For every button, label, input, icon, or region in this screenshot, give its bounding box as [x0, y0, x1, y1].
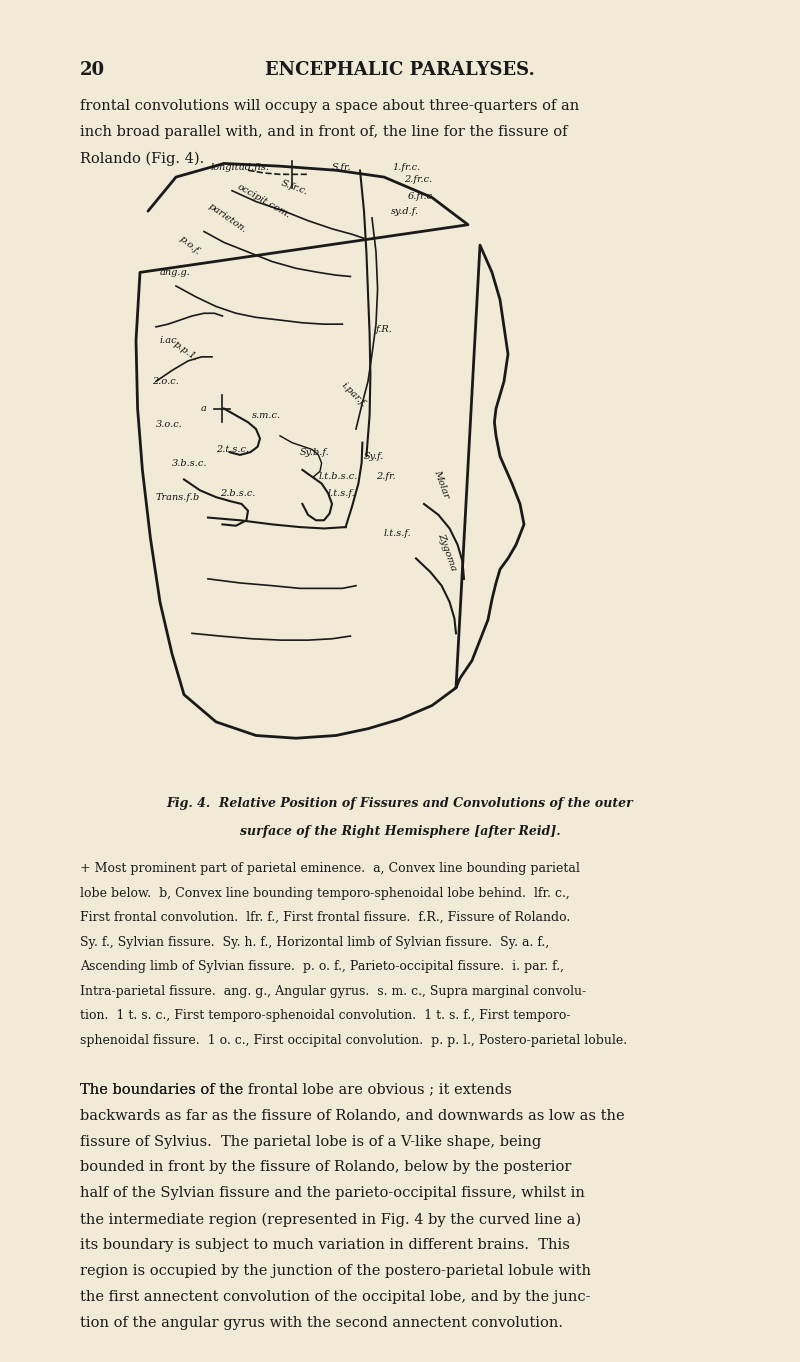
Text: First frontal convolution.  lfr. f., First frontal fissure.  f.R., Fissure of Ro: First frontal convolution. lfr. f., Firs… [80, 911, 570, 925]
Text: frontal convolutions will occupy a space about three-quarters of an: frontal convolutions will occupy a space… [80, 99, 579, 113]
Text: p.p.1.: p.p.1. [172, 339, 200, 364]
Text: inch broad parallel with, and in front of, the line for the fissure of: inch broad parallel with, and in front o… [80, 125, 567, 139]
Text: 2.o.c.: 2.o.c. [152, 377, 179, 385]
Text: fissure of Sylvius.  The parietal lobe is of a V-like shape, being: fissure of Sylvius. The parietal lobe is… [80, 1135, 542, 1148]
Text: longitud.fis.: longitud.fis. [210, 163, 270, 172]
Text: p.o.f.: p.o.f. [178, 234, 202, 256]
Text: + Most prominent part of parietal eminence.  a, Convex line bounding parietal: + Most prominent part of parietal eminen… [80, 862, 580, 876]
Text: S.fr.: S.fr. [332, 163, 352, 172]
Text: sy.d.f.: sy.d.f. [390, 207, 418, 215]
Text: l.t.s.f.: l.t.s.f. [328, 489, 356, 497]
Text: 2.fr.c.: 2.fr.c. [404, 176, 432, 184]
Text: Rolando (Fig. 4).: Rolando (Fig. 4). [80, 151, 204, 166]
Text: Sy.f.: Sy.f. [364, 452, 384, 460]
Text: half of the Sylvian fissure and the parieto-occipital fissure, whilst in: half of the Sylvian fissure and the pari… [80, 1186, 585, 1200]
Text: Sy. f., Sylvian fissure.  Sy. h. f., Horizontal limb of Sylvian fissure.  Sy. a.: Sy. f., Sylvian fissure. Sy. h. f., Hori… [80, 936, 550, 949]
Text: ENCEPHALIC PARALYSES.: ENCEPHALIC PARALYSES. [265, 61, 535, 79]
Text: s.m.c.: s.m.c. [252, 411, 281, 419]
Text: Ascending limb of Sylvian fissure.  p. o. f., Parieto-occipital fissure.  i. par: Ascending limb of Sylvian fissure. p. o.… [80, 960, 564, 974]
Text: l.t.s.f.: l.t.s.f. [384, 530, 412, 538]
Text: 2.fr.: 2.fr. [376, 473, 396, 481]
Text: its boundary is subject to much variation in different brains.  This: its boundary is subject to much variatio… [80, 1238, 570, 1252]
Text: surface of the Right Hemisphere [after Reid].: surface of the Right Hemisphere [after R… [240, 825, 560, 839]
Text: 2.b.s.c.: 2.b.s.c. [220, 489, 255, 497]
Text: tion.  1 t. s. c., First temporo-sphenoidal convolution.  1 t. s. f., First temp: tion. 1 t. s. c., First temporo-sphenoid… [80, 1009, 570, 1023]
Text: 6.fr.c.: 6.fr.c. [408, 192, 436, 200]
Text: parieton.: parieton. [206, 202, 248, 234]
Text: Intra-parietal fissure.  ang. g., Angular gyrus.  s. m. c., Supra marginal convo: Intra-parietal fissure. ang. g., Angular… [80, 985, 586, 998]
Text: Sy.b.f.: Sy.b.f. [300, 448, 330, 456]
Text: S.fr.c.: S.fr.c. [280, 178, 310, 197]
Text: backwards as far as the fissure of Rolando, and downwards as low as the: backwards as far as the fissure of Rolan… [80, 1109, 625, 1122]
Text: 20: 20 [80, 61, 105, 79]
Text: a: a [201, 405, 207, 413]
Text: l.t.b.s.c.: l.t.b.s.c. [318, 473, 358, 481]
Text: 2.t.s.c.: 2.t.s.c. [216, 445, 249, 454]
Text: bounded in front by the fissure of Rolando, below by the posterior: bounded in front by the fissure of Rolan… [80, 1160, 571, 1174]
Text: occipit.com.: occipit.com. [236, 183, 293, 221]
Text: The boundaries of the frontal lobe are obvious ; it extends: The boundaries of the frontal lobe are o… [80, 1083, 512, 1096]
Text: the intermediate region (represented in Fig. 4 by the curved line a): the intermediate region (represented in … [80, 1212, 581, 1227]
Text: The boundaries of the: The boundaries of the [80, 1083, 248, 1096]
Text: b: b [193, 493, 199, 501]
Text: lobe below.  b, Convex line bounding temporo-sphenoidal lobe behind.  lfr. c.,: lobe below. b, Convex line bounding temp… [80, 887, 570, 900]
Text: Fig. 4.  Relative Position of Fissures and Convolutions of the outer: Fig. 4. Relative Position of Fissures an… [166, 797, 634, 810]
Text: tion of the angular gyrus with the second annectent convolution.: tion of the angular gyrus with the secon… [80, 1316, 563, 1329]
Text: 3.o.c.: 3.o.c. [156, 421, 183, 429]
Text: region is occupied by the junction of the postero-parietal lobule with: region is occupied by the junction of th… [80, 1264, 591, 1278]
Text: Zygoma: Zygoma [436, 531, 458, 572]
Text: f.R.: f.R. [376, 326, 393, 334]
Text: the first annectent convolution of the occipital lobe, and by the junc-: the first annectent convolution of the o… [80, 1290, 590, 1303]
Text: 1.fr.c.: 1.fr.c. [392, 163, 420, 172]
Text: i.ac.: i.ac. [160, 336, 181, 345]
Text: i.par.f.: i.par.f. [340, 381, 369, 409]
Text: 3.b.s.c.: 3.b.s.c. [172, 459, 207, 467]
Text: Molar: Molar [432, 469, 450, 498]
Text: sphenoidal fissure.  1 o. c., First occipital convolution.  p. p. l., Postero-pa: sphenoidal fissure. 1 o. c., First occip… [80, 1034, 627, 1047]
Text: ang.g.: ang.g. [160, 268, 191, 276]
Text: Trans.f.: Trans.f. [156, 493, 194, 501]
